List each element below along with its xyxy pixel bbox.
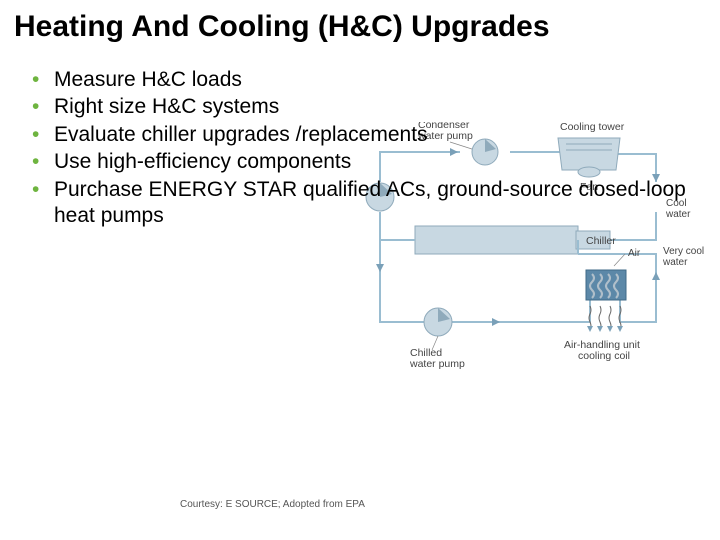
very-cool-label: Very coolwater (662, 246, 704, 268)
bullet-item: Measure H&C loads (32, 67, 706, 93)
courtesy-text: Courtesy: E SOURCE; Adopted from EPA (180, 499, 365, 510)
bullet-item: Right size H&C systems (32, 94, 706, 120)
chilled-pump-icon (424, 308, 452, 336)
air-label: Air (628, 248, 641, 259)
ahu-coil-icon (586, 270, 626, 300)
bullet-item: Purchase ENERGY STAR qualified ACs, grou… (32, 177, 706, 228)
page-title: Heating And Cooling (H&C) Upgrades (0, 0, 720, 45)
air-waves-icon (587, 306, 623, 332)
chiller-label: Chiller (586, 235, 616, 247)
chiller-box (415, 226, 578, 254)
chilled-pump-label: Chilledwater pump (409, 347, 465, 370)
bullet-item: Use high-efficiency components (32, 149, 706, 175)
bullet-item: Evaluate chiller upgrades /replacements (32, 122, 706, 148)
ahu-label: Air-handling unitcooling coil (564, 339, 640, 362)
bullet-list: Measure H&C loads Right size H&C systems… (0, 45, 720, 229)
